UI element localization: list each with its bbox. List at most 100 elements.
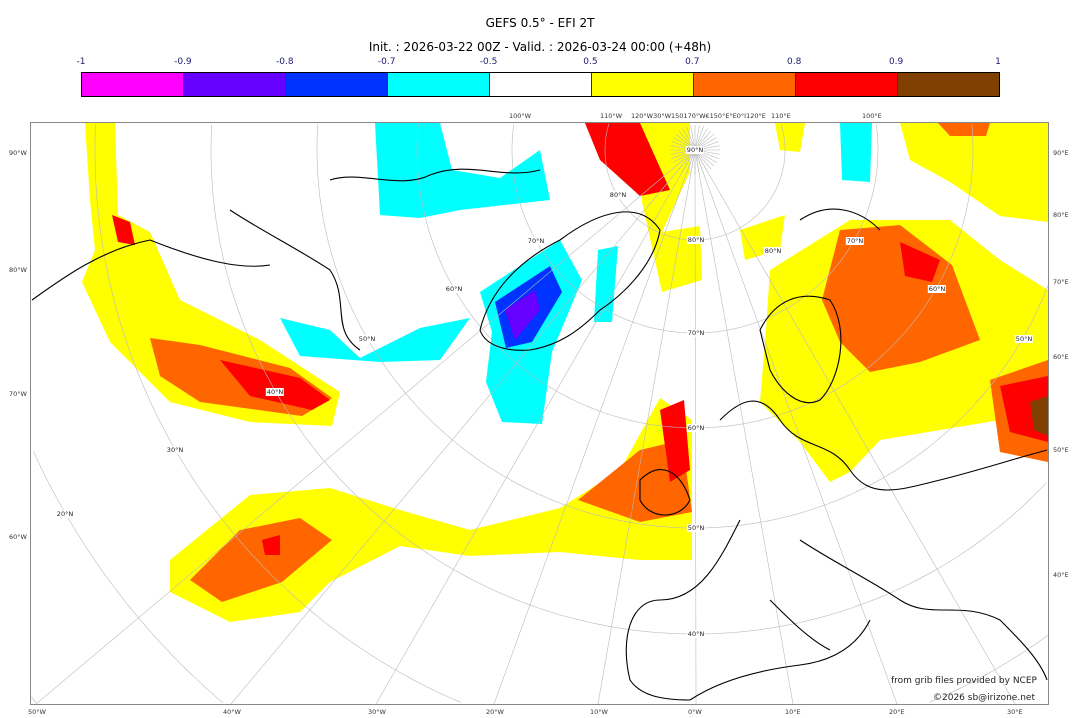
colorbar xyxy=(81,72,1000,97)
efi-anomaly-region xyxy=(82,123,340,426)
parallel-line xyxy=(316,123,695,529)
efi-anomaly-region xyxy=(900,123,1048,222)
meridian-line xyxy=(230,149,696,704)
meridian-line xyxy=(694,149,898,704)
latitude-label: 60°N xyxy=(444,285,464,293)
longitude-label-left: 60°W xyxy=(9,533,27,541)
colorbar-segment xyxy=(796,73,898,96)
parallel-line xyxy=(695,123,974,429)
parallel-line xyxy=(31,696,37,703)
efi-anomaly-region xyxy=(112,215,135,245)
colorbar-tick-label: -0.5 xyxy=(479,57,498,67)
parallel-line xyxy=(511,124,695,334)
efi-anomaly-region xyxy=(585,123,670,196)
efi-anomaly-region xyxy=(822,225,980,372)
latitude-label: 80°N xyxy=(763,247,783,255)
latitude-label: 20°N xyxy=(55,510,75,518)
latitude-label: 40°N xyxy=(265,388,285,396)
colorbar-segment xyxy=(694,73,796,96)
colorbar-tick-label: -0.7 xyxy=(377,57,396,67)
parallel-line xyxy=(695,123,786,241)
colorbar-tick-label: -0.8 xyxy=(275,57,294,67)
coastline xyxy=(769,599,831,651)
source-credit: from grib files provided by NCEP xyxy=(891,676,1037,686)
meridian-line xyxy=(690,125,696,151)
meridian-line xyxy=(493,149,696,704)
parallel-line xyxy=(416,123,695,429)
coastline xyxy=(329,168,541,182)
meridian-line xyxy=(694,149,700,175)
longitude-label-bottom: 10°E xyxy=(785,708,801,716)
efi-anomaly-region xyxy=(1030,396,1048,436)
efi-anomaly-region xyxy=(900,242,940,282)
colorbar-tick-label: -0.9 xyxy=(174,57,192,67)
latitude-label: 60°N xyxy=(686,424,706,432)
copyright: ©2026 sb@irizone.net xyxy=(933,693,1035,703)
efi-anomaly-region xyxy=(262,535,280,555)
latitude-label: 60°N xyxy=(927,285,947,293)
longitude-label-bottom: 10°W xyxy=(590,708,608,716)
coastline xyxy=(759,295,842,404)
meridian-line xyxy=(35,149,696,704)
longitude-label-top: 110°W xyxy=(600,112,623,120)
colorbar-segment xyxy=(490,73,592,96)
colorbar-tick-label: -1 xyxy=(76,57,86,67)
latitude-label: 50°N xyxy=(357,335,377,343)
longitude-label-top: 110°E xyxy=(771,112,791,120)
parallel-line xyxy=(210,124,695,635)
parallel-line xyxy=(695,124,879,334)
meridian-line xyxy=(694,125,700,151)
longitude-label-bottom: 40°W xyxy=(223,708,241,716)
latitude-label: 80°N xyxy=(608,191,628,199)
meridian-line xyxy=(597,149,696,704)
latitude-label: 70°N xyxy=(686,329,706,337)
colorbar-segment xyxy=(388,73,490,96)
colorbar-tick-label: 0.5 xyxy=(583,57,598,67)
colorbar-segment xyxy=(184,73,286,96)
efi-anomaly-region xyxy=(505,290,540,340)
parallel-line xyxy=(695,285,1048,529)
meridian-line xyxy=(694,149,1016,704)
efi-anomaly-region xyxy=(220,360,330,410)
colorbar-segment xyxy=(82,73,184,96)
latitude-label: 80°N xyxy=(686,236,706,244)
colorbar-segment xyxy=(592,73,694,96)
coastline xyxy=(799,539,1048,681)
coastline xyxy=(639,469,691,516)
parallel-line xyxy=(604,123,695,241)
meridian-line xyxy=(694,149,794,704)
colorbar-segment xyxy=(286,73,388,96)
longitude-label-right: 70°E xyxy=(1053,278,1069,286)
longitude-label-left: 70°W xyxy=(9,390,27,398)
longitude-label-bottom: 30°E xyxy=(1007,708,1023,716)
latitude-label: 70°N xyxy=(526,237,546,245)
efi-anomaly-region xyxy=(938,123,990,136)
longitude-label-bottom: 30°W xyxy=(368,708,386,716)
efi-anomaly-region xyxy=(578,440,692,522)
coastline xyxy=(31,239,271,301)
colorbar-segment xyxy=(898,73,999,96)
latitude-label: 30°N xyxy=(165,446,185,454)
latitude-label: 70°N xyxy=(845,237,865,245)
parallel-line xyxy=(695,482,1047,635)
longitude-label-bottom: 20°W xyxy=(486,708,504,716)
efi-anomaly-region xyxy=(280,318,470,362)
parallel-line xyxy=(94,123,461,703)
chart-title: GEFS 0.5° - EFI 2T xyxy=(485,16,595,30)
coastline xyxy=(625,519,741,701)
parallel-line xyxy=(929,635,1048,703)
longitude-label-right: 90°E xyxy=(1053,149,1069,157)
efi-anomaly-region xyxy=(840,123,872,182)
meridian-line xyxy=(690,149,696,175)
longitude-label-bottom: 20°E xyxy=(889,708,905,716)
parallel-line xyxy=(33,451,224,704)
longitude-label-top: 100°E xyxy=(862,112,882,120)
efi-anomaly-region xyxy=(775,123,805,152)
latitude-label: 50°N xyxy=(1014,335,1034,343)
longitude-label-bottom: 50°W xyxy=(28,708,46,716)
longitude-label-bottom: 0°W xyxy=(688,708,702,716)
longitude-label-right: 50°E xyxy=(1053,446,1069,454)
efi-map xyxy=(31,123,1048,704)
longitude-label-right: 60°E xyxy=(1053,353,1069,361)
efi-anomaly-region xyxy=(594,246,618,322)
